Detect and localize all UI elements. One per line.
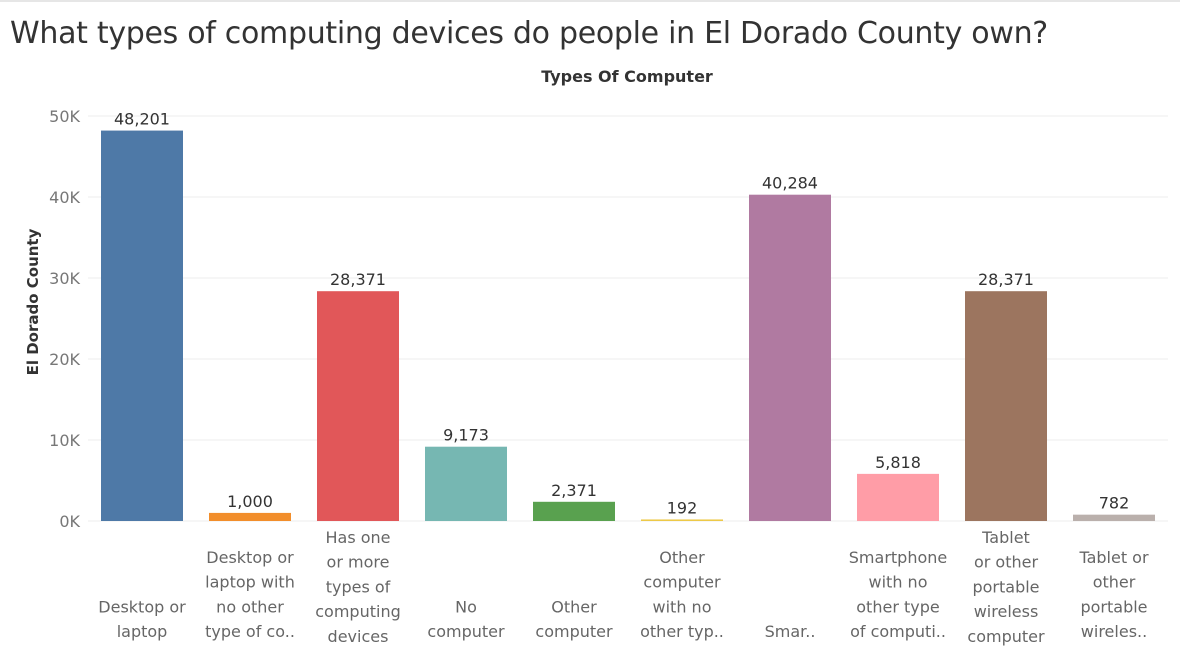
y-tick-label: 40K: [49, 188, 80, 207]
chart-title: Types Of Computer: [541, 67, 713, 86]
bar: [425, 446, 507, 521]
page-title: What types of computing devices do peopl…: [10, 16, 1048, 51]
bar-value-label: 782: [1099, 494, 1130, 513]
bar: [1073, 514, 1155, 521]
bar-value-label: 9,173: [443, 426, 489, 445]
bar-value-label: 192: [667, 498, 698, 517]
bar-value-label: 28,371: [330, 270, 386, 289]
bar: [965, 291, 1047, 521]
bar-value-label: 2,371: [551, 481, 597, 500]
bar: [857, 473, 939, 521]
y-tick-label: 0K: [59, 512, 80, 531]
bar-value-label: 48,201: [114, 110, 170, 129]
data-labels: 48,201 1,000 28,371 9,173 2,371 192 40,284 5,81…: [114, 110, 1129, 518]
bar: [209, 512, 291, 521]
x-axis: Desktop or laptop Desktop or laptop with no …: [98, 528, 1149, 646]
x-category-label: Other computer with no other typ..: [640, 548, 724, 641]
bar: [641, 519, 723, 521]
bar-value-label: 5,818: [875, 453, 921, 472]
y-tick-label: 20K: [49, 350, 80, 369]
x-category-label: Smartphone with no other type of computi..: [849, 548, 947, 641]
top-divider: [0, 0, 1180, 2]
bar: [317, 291, 399, 521]
bar: [533, 501, 615, 521]
bar: [101, 130, 183, 521]
bar-value-label: 1,000: [227, 492, 273, 511]
y-tick-label: 10K: [49, 431, 80, 450]
bar-value-label: 28,371: [978, 270, 1034, 289]
x-category-label: Smar..: [765, 622, 816, 641]
x-category-label: Desktop or laptop: [98, 597, 186, 641]
x-category-label: Other computer: [535, 597, 613, 641]
x-category-label: Tablet or other portable wireless computer: [967, 528, 1045, 646]
x-category-label: No computer: [427, 597, 505, 641]
bar-value-label: 40,284: [762, 174, 818, 193]
y-tick-label: 50K: [49, 107, 80, 126]
bar: [749, 194, 831, 522]
bars: [101, 130, 1155, 522]
y-axis-label: El Dorado County: [24, 228, 42, 375]
y-tick-label: 30K: [49, 269, 80, 288]
y-axis: 0K 10K 20K 30K 40K 50K: [49, 107, 80, 531]
x-category-label: Desktop or laptop with no other type of co.…: [205, 548, 295, 641]
x-category-label: Has one or more types of computing devices: [315, 528, 400, 646]
x-category-label: Tablet or other portable wireles..: [1078, 548, 1149, 641]
